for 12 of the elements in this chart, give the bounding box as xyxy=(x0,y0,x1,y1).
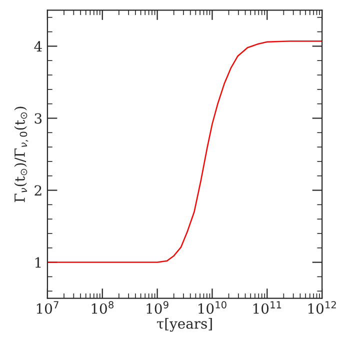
y-tick-label: 2 xyxy=(34,185,42,196)
y-tick-label: 1 xyxy=(35,257,41,268)
y-tick-label: 3 xyxy=(34,113,42,124)
x-tick-label: 10$^{12}$ xyxy=(308,301,336,314)
x-tick-label: 10$^{8}$ xyxy=(92,301,114,314)
y-tick-label: 4 xyxy=(34,41,42,52)
x-tick-label: 10$^{7}$ xyxy=(36,301,58,314)
x-tick-label: 10$^{10}$ xyxy=(198,301,226,314)
x-tick-label: 10$^{11}$ xyxy=(253,301,282,314)
text: Γ$_{ν}$(t$_{⊙}$)/Γ$_{ν,0}$(t$_{⊙}$) xyxy=(14,106,28,202)
x-axis-title: τ[years] xyxy=(157,318,212,332)
x-tick-label: 10$^{9}$ xyxy=(146,301,168,314)
